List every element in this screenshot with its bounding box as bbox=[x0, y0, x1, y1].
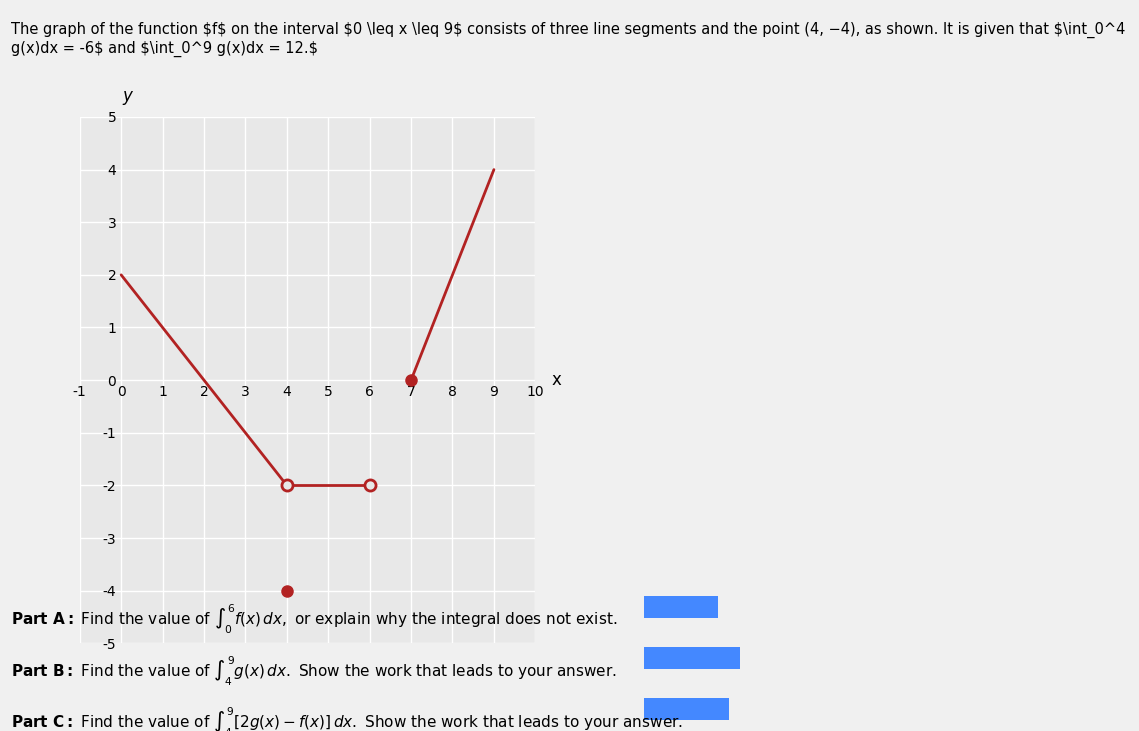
Text: y: y bbox=[122, 87, 132, 105]
Text: $\mathbf{Part\ C:}$ Find the value of $\int_4^9 [2g(x)-f(x)]\,dx.$ Show the work: $\mathbf{Part\ C:}$ Find the value of $\… bbox=[11, 705, 683, 731]
Text: $\mathbf{Part\ B:}$ Find the value of $\int_4^9 g(x)\,dx.$ Show the work that le: $\mathbf{Part\ B:}$ Find the value of $\… bbox=[11, 654, 617, 688]
Text: x: x bbox=[551, 371, 562, 389]
Text: $\mathbf{Part\ A:}$ Find the value of $\int_0^6 f(x)\,dx,$ or explain why the in: $\mathbf{Part\ A:}$ Find the value of $\… bbox=[11, 603, 617, 637]
Text: The graph of the function $f$ on the interval $0 \leq x \leq 9$ consists of thre: The graph of the function $f$ on the int… bbox=[11, 22, 1125, 57]
